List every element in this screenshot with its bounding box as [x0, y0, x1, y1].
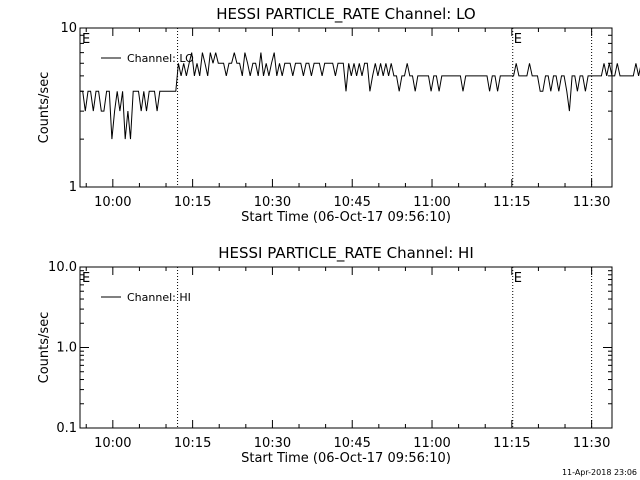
x-tick-label: 11:00: [413, 436, 450, 451]
event-line-label: E: [514, 32, 522, 47]
y-tick-label: 1.0: [56, 341, 77, 356]
plot-frame: [79, 27, 613, 188]
legend-label: Channel: LO: [127, 52, 194, 65]
x-tick-label: 10:30: [254, 195, 291, 210]
x-tick-label: 10:45: [333, 436, 370, 451]
x-tick-label: 10:00: [94, 436, 131, 451]
event-line-label: E: [514, 271, 522, 286]
x-tick-label: 11:30: [573, 436, 610, 451]
series-line-0: [80, 52, 640, 140]
x-tick-label: 11:15: [493, 436, 530, 451]
chart-title: HESSI PARTICLE_RATE Channel: HI: [218, 244, 474, 263]
y-tick-label: 10.0: [48, 260, 77, 275]
x-tick-label: 10:00: [94, 195, 131, 210]
y-tick-label: 10: [60, 21, 77, 36]
footer-timestamp: 11-Apr-2018 23:06: [562, 468, 637, 477]
x-tick-label: 10:45: [333, 195, 370, 210]
legend-label: Channel: HI: [127, 291, 191, 304]
x-axis-label: Start Time (06-Oct-17 09:56:10): [241, 451, 451, 466]
x-tick-label: 10:15: [174, 436, 211, 451]
edge-marker: E: [82, 32, 90, 47]
y-tick-label: 0.1: [56, 421, 77, 436]
y-axis-label: Counts/sec: [37, 72, 52, 144]
x-tick-label: 10:15: [174, 195, 211, 210]
x-axis-label: Start Time (06-Oct-17 09:56:10): [241, 210, 451, 225]
y-axis-label: Counts/sec: [37, 312, 52, 384]
x-tick-label: 11:30: [573, 195, 610, 210]
x-tick-label: 11:15: [493, 195, 530, 210]
chart-title: HESSI PARTICLE_RATE Channel: LO: [216, 5, 475, 24]
x-tick-label: 11:00: [413, 195, 450, 210]
edge-marker: E: [82, 271, 90, 286]
y-tick-label: 1: [69, 180, 77, 195]
x-tick-label: 10:30: [254, 436, 291, 451]
chart-panel-0: HESSI PARTICLE_RATE Channel: LO E E 10:00 10…: [37, 5, 640, 225]
chart-panel-1: HESSI PARTICLE_RATE Channel: HI E E 10:00 10…: [37, 244, 613, 466]
